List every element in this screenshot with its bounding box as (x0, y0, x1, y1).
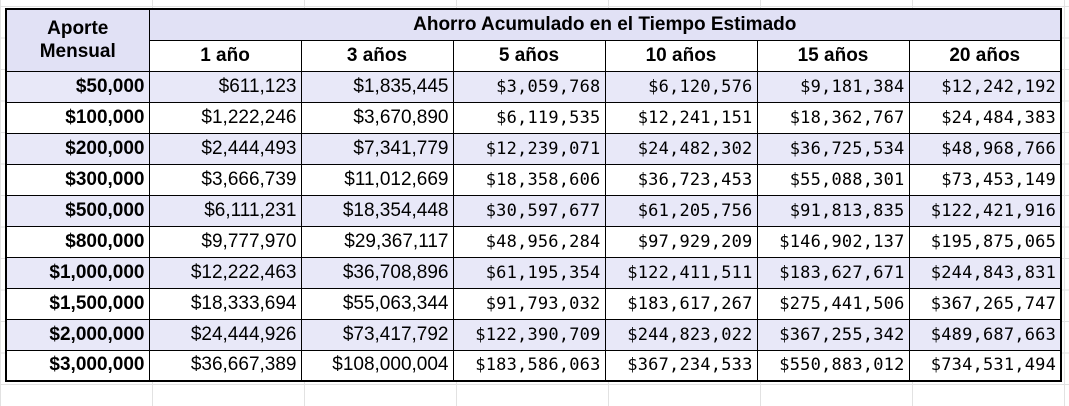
table-row: $1,000,000 $12,222,463 $36,708,896 $61,195,… (5, 256, 1062, 289)
savings-value-cell[interactable]: $29,367,117 (300, 225, 454, 258)
savings-value-cell[interactable]: $6,119,535 (452, 101, 606, 134)
accumulated-savings-header[interactable]: Ahorro Acumulado en el Tiempo Estimado (148, 8, 1062, 41)
savings-value-cell[interactable]: $183,586,063 (452, 349, 606, 382)
savings-value-cell[interactable]: $3,666,739 (148, 163, 302, 196)
contribution-cell[interactable]: $1,000,000 (5, 256, 150, 289)
savings-value-cell[interactable]: $18,362,767 (756, 101, 910, 134)
savings-value-cell[interactable]: $12,239,071 (452, 132, 606, 165)
savings-value-cell[interactable]: $91,813,835 (756, 194, 910, 227)
contribution-cell[interactable]: $50,000 (5, 70, 150, 103)
contribution-cell[interactable]: $100,000 (5, 101, 150, 134)
table-row: $200,000 $2,444,493 $7,341,779 $12,239,071 $… (5, 132, 1062, 165)
savings-value-cell[interactable]: $55,088,301 (756, 163, 910, 196)
savings-value-cell[interactable]: $24,444,926 (148, 318, 302, 351)
contribution-cell[interactable]: $800,000 (5, 225, 150, 258)
savings-value-cell[interactable]: $12,242,192 (908, 70, 1062, 103)
savings-value-cell[interactable]: $91,793,032 (452, 287, 606, 320)
table-row: $2,000,000 $24,444,926 $73,417,792 $122,390… (5, 318, 1062, 351)
savings-value-cell[interactable]: $12,222,463 (148, 256, 302, 289)
savings-value-cell[interactable]: $55,063,344 (300, 287, 454, 320)
period-header[interactable]: 15 años (756, 39, 910, 72)
savings-value-cell[interactable]: $122,411,511 (604, 256, 758, 289)
savings-value-cell[interactable]: $275,441,506 (756, 287, 910, 320)
savings-value-cell[interactable]: $61,205,756 (604, 194, 758, 227)
period-header[interactable]: 5 años (452, 39, 606, 72)
contribution-cell[interactable]: $2,000,000 (5, 318, 150, 351)
savings-value-cell[interactable]: $36,708,896 (300, 256, 454, 289)
savings-value-cell[interactable]: $244,843,831 (908, 256, 1062, 289)
contribution-cell[interactable]: $200,000 (5, 132, 150, 165)
savings-value-cell[interactable]: $489,687,663 (908, 318, 1062, 351)
savings-value-cell[interactable]: $97,929,209 (604, 225, 758, 258)
savings-value-cell[interactable]: $3,670,890 (300, 101, 454, 134)
savings-value-cell[interactable]: $73,453,149 (908, 163, 1062, 196)
period-header[interactable]: 1 año (148, 39, 302, 72)
savings-value-cell[interactable]: $6,120,576 (604, 70, 758, 103)
table-row: $100,000 $1,222,246 $3,670,890 $6,119,535 $1… (5, 101, 1062, 134)
table-body: $50,000 $611,123 $1,835,445 $3,059,768 $6,12… (5, 70, 1062, 382)
monthly-contribution-header[interactable]: Aporte Mensual (5, 8, 150, 72)
savings-value-cell[interactable]: $30,597,677 (452, 194, 606, 227)
savings-value-cell[interactable]: $367,234,533 (604, 349, 758, 382)
savings-value-cell[interactable]: $11,012,669 (300, 163, 454, 196)
savings-value-cell[interactable]: $18,354,448 (300, 194, 454, 227)
table-row: $500,000 $6,111,231 $18,354,448 $30,597,677… (5, 194, 1062, 227)
savings-value-cell[interactable]: $183,627,671 (756, 256, 910, 289)
savings-value-cell[interactable]: $734,531,494 (908, 349, 1062, 382)
savings-value-cell[interactable]: $195,875,065 (908, 225, 1062, 258)
savings-value-cell[interactable]: $24,482,302 (604, 132, 758, 165)
corner-line-1: Aporte (47, 18, 109, 40)
savings-value-cell[interactable]: $108,000,004 (300, 349, 454, 382)
contribution-cell[interactable]: $500,000 (5, 194, 150, 227)
savings-value-cell[interactable]: $3,059,768 (452, 70, 606, 103)
savings-value-cell[interactable]: $12,241,151 (604, 101, 758, 134)
period-header[interactable]: 10 años (604, 39, 758, 72)
savings-value-cell[interactable]: $550,883,012 (756, 349, 910, 382)
header-row-group: Aporte Mensual Ahorro Acumulado en el Ti… (5, 8, 1062, 72)
table-row: $800,000 $9,777,970 $29,367,117 $48,956,284… (5, 225, 1062, 258)
savings-value-cell[interactable]: $73,417,792 (300, 318, 454, 351)
savings-value-cell[interactable]: $36,667,389 (148, 349, 302, 382)
savings-value-cell[interactable]: $61,195,354 (452, 256, 606, 289)
savings-table: Aporte Mensual Ahorro Acumulado en el Ti… (5, 8, 1062, 382)
period-header[interactable]: 3 años (300, 39, 454, 72)
period-header[interactable]: 20 años (908, 39, 1062, 72)
savings-value-cell[interactable]: $7,341,779 (300, 132, 454, 165)
savings-value-cell[interactable]: $2,444,493 (148, 132, 302, 165)
savings-value-cell[interactable]: $122,421,916 (908, 194, 1062, 227)
savings-value-cell[interactable]: $36,725,534 (756, 132, 910, 165)
table-row: $1,500,000 $18,333,694 $55,063,344 $91,793,… (5, 287, 1062, 320)
contribution-cell[interactable]: $1,500,000 (5, 287, 150, 320)
savings-value-cell[interactable]: $367,255,342 (756, 318, 910, 351)
savings-value-cell[interactable]: $6,111,231 (148, 194, 302, 227)
savings-value-cell[interactable]: $24,484,383 (908, 101, 1062, 134)
savings-value-cell[interactable]: $244,823,022 (604, 318, 758, 351)
contribution-cell[interactable]: $3,000,000 (5, 349, 150, 382)
table-row: $300,000 $3,666,739 $11,012,669 $18,358,606… (5, 163, 1062, 196)
savings-value-cell[interactable]: $1,222,246 (148, 101, 302, 134)
savings-value-cell[interactable]: $122,390,709 (452, 318, 606, 351)
table-row: $50,000 $611,123 $1,835,445 $3,059,768 $6,12… (5, 70, 1062, 103)
savings-value-cell[interactable]: $18,333,694 (148, 287, 302, 320)
savings-value-cell[interactable]: $367,265,747 (908, 287, 1062, 320)
savings-value-cell[interactable]: $9,777,970 (148, 225, 302, 258)
savings-value-cell[interactable]: $611,123 (148, 70, 302, 103)
savings-value-cell[interactable]: $1,835,445 (300, 70, 454, 103)
savings-value-cell[interactable]: $48,956,284 (452, 225, 606, 258)
savings-value-cell[interactable]: $183,617,267 (604, 287, 758, 320)
contribution-cell[interactable]: $300,000 (5, 163, 150, 196)
header-row-periods: 1 año 3 años 5 años 10 años 15 años 20 años (6, 39, 1062, 72)
savings-value-cell[interactable]: $146,902,137 (756, 225, 910, 258)
savings-value-cell[interactable]: $9,181,384 (756, 70, 910, 103)
corner-line-2: Mensual (39, 41, 116, 63)
table-row: $3,000,000 $36,667,389 $108,000,004 $183,58… (5, 349, 1062, 382)
savings-value-cell[interactable]: $48,968,766 (908, 132, 1062, 165)
savings-value-cell[interactable]: $36,723,453 (604, 163, 758, 196)
savings-value-cell[interactable]: $18,358,606 (452, 163, 606, 196)
